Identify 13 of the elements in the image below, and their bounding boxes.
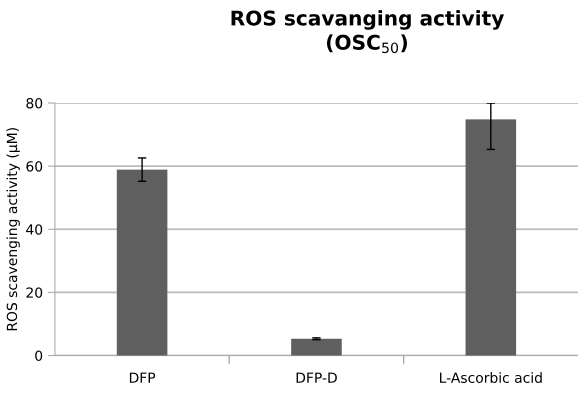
x-tick-label: DFP-D: [296, 372, 337, 383]
y-axis-title: ROS scavenging activity (μM): [6, 128, 20, 330]
y-tick-label: 0: [35, 350, 42, 361]
y-tick-label: 20: [26, 287, 42, 298]
x-tick-label: L-Ascorbic acid: [440, 372, 542, 383]
y-tick-label: 40: [26, 224, 42, 235]
bar: [466, 119, 516, 356]
bar: [291, 338, 342, 356]
bar: [116, 170, 168, 356]
y-tick-label: 60: [26, 161, 42, 172]
y-tick-label: 80: [26, 98, 42, 108]
x-tick-label: DFP: [130, 372, 156, 383]
chart-title: ROS scavanging activity (OSC$_{50}$): [232, 10, 504, 54]
